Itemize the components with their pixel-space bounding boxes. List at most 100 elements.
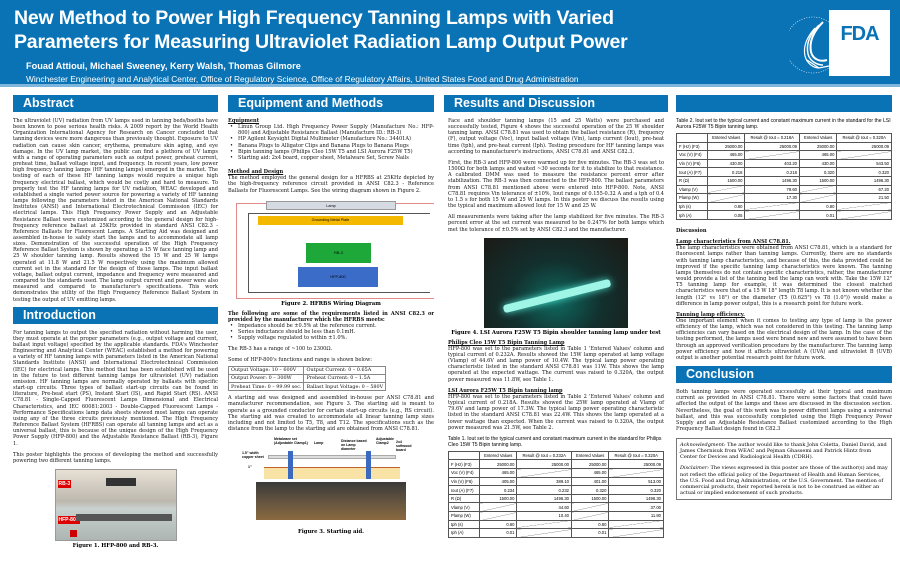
requirements-text: The following are some of the requiremen… — [227, 310, 434, 433]
power-switch — [69, 529, 77, 537]
equipment-item: HP Agilent Keysight Digital Multimeter (… — [230, 136, 434, 142]
cell: 0.218 — [744, 167, 800, 177]
equipment-item: Bipin tanning lamps (Philips Cleo 15W T5… — [230, 149, 434, 155]
requirement-item: Impedance should be ±0.5% at the referen… — [230, 323, 434, 329]
cell: 0.80 — [570, 519, 610, 530]
cell — [478, 511, 518, 521]
cell — [744, 210, 800, 220]
row-label: R (Ω) — [448, 493, 480, 504]
table-2-caption: Table 2. Iout set to the typical current… — [676, 118, 891, 130]
spec-cell: Output Voltage: 10 – 600V — [227, 365, 305, 375]
table-row: Vlamp (V) 44.60 37.00 — [448, 502, 664, 512]
row-label: Plamp (W) — [676, 193, 708, 203]
results-heading-continued — [676, 95, 892, 112]
header-cell: Entered Values — [478, 450, 518, 461]
affiliation: Winchester Engineering and Analytical Ce… — [26, 74, 579, 84]
results-text: Face and shoulder tanning lamps (15 and … — [444, 118, 668, 233]
cell: 430.00 — [798, 158, 838, 169]
discussion-title: Discussion — [676, 227, 707, 234]
equipment-subtitle: Equipment — [228, 118, 260, 124]
philips-subtitle: Philips Cleo 15W T5 Bipin Tanning Lamp — [448, 339, 565, 346]
results-heading: Results and Discussion — [444, 95, 668, 112]
cell: 17.30 — [744, 193, 800, 203]
table-2: Entered Values Result @ Iout = 0.218A Ente… — [676, 133, 892, 220]
table-row: Vin (V) (F6) 430.00 403.20 430.00 543.50 — [676, 158, 892, 169]
figure-3-starting-aid: Metalware set (Adjustable Clamp1) Lamp D… — [242, 437, 412, 527]
introduction-text: For tanning lamps to output the specifie… — [13, 330, 218, 464]
cell — [798, 184, 838, 195]
cell: 1500.00 — [798, 175, 838, 186]
efficiency-subtitle: Tanning lamp efficiency. — [676, 311, 745, 318]
results-paragraph-1: Face and shoulder tanning lamps (15 and … — [448, 118, 664, 155]
cell: 0.01 — [798, 210, 838, 220]
lsi-text: HFP-800 was set to the parameters listed… — [448, 393, 664, 431]
abstract-paragraph: The ultraviolet (UV) radiation from UV l… — [13, 118, 218, 303]
cell: 0.234 — [478, 485, 518, 495]
requirements-intro: The following are some of the requiremen… — [228, 310, 434, 323]
header-cell: Result @ Iout = 0.320A — [608, 450, 664, 461]
results-paragraph-3: All measurements were taking after the l… — [448, 214, 664, 233]
requirement-item: Supply voltage regulated to within ±1.0%… — [230, 335, 434, 341]
figure-2-caption: Figure 2. HFRBS Wiring Diagram — [281, 300, 381, 307]
lamp-drawing — [268, 455, 396, 460]
cell — [798, 193, 838, 203]
cell — [570, 511, 610, 521]
table-row: Iout (A) (F7) 0.218 0.218 0.320 0.320 — [676, 167, 892, 177]
row-label: Iout (A) (F7) — [676, 167, 708, 177]
hfp800-label: HFP-800 — [57, 515, 80, 524]
table-row: Voc (V) (F4) 465.00 465.00 — [448, 468, 664, 478]
spec-cell: Output Power: 0 – 300W — [227, 373, 305, 384]
cell: 1496.30 — [608, 493, 664, 504]
figure-4-photo — [484, 237, 628, 328]
requirement-item: Series inductance should be less than 0.… — [230, 329, 434, 335]
authors: Fouad Attioui, Michael Sweeney, Kerry Wa… — [26, 61, 301, 71]
row-label: Voc (V) (F4) — [676, 150, 708, 160]
grounding-plate-block: Grounding Metal Plate — [258, 215, 403, 225]
disclaimer-text: The views expressed in this poster are t… — [680, 465, 888, 496]
row-label: Vin (V) (F6) — [676, 158, 708, 169]
label-clamp2: Adjustable Clamp2 — [376, 437, 394, 446]
figure-2-wiring-diagram: Lamp Grounding Metal Plate RB-3 HFP-800 — [228, 199, 434, 299]
intro-paragraph-1: For tanning lamps to output the specifie… — [13, 329, 218, 447]
cell: 513.00 — [608, 476, 664, 487]
cell: 389.10 — [516, 476, 572, 487]
column-3: Results and Discussion Face and shoulder… — [444, 95, 668, 538]
cell: 465.00 — [570, 468, 610, 478]
disclaimer-label: Disclaimer: — [680, 465, 709, 472]
header-cell — [676, 133, 708, 143]
table-1-block: Table 1. Iout set to the typical current… — [444, 436, 668, 538]
row-label: tph (s) — [448, 519, 480, 530]
glowing-lamp — [502, 278, 612, 313]
cell: 0.320 — [836, 167, 892, 177]
cell: 0.01 — [478, 528, 518, 538]
cell: 0.320 — [798, 167, 838, 177]
clamp1-drawing — [288, 451, 293, 480]
title-line-2: Parameters for Measuring Ultraviolet Rad… — [14, 31, 628, 53]
cell: 0.80 — [798, 201, 838, 212]
cell: 0.01 — [570, 528, 610, 538]
cell: 67.20 — [836, 184, 892, 195]
cell: 1500.00 — [570, 493, 610, 504]
header-cell: Entered Values — [706, 133, 746, 143]
lamp-results-text: Philips Cleo 15W T5 Bipin Tanning Lamp H… — [444, 340, 668, 431]
cell — [706, 193, 746, 203]
conclusion-paragraph: Both tanning lamps were operated success… — [676, 389, 892, 432]
cell — [478, 502, 518, 512]
hfp800-display — [75, 513, 172, 521]
table-row: Plamp (W) 10.40 11.80 — [448, 511, 664, 521]
figure-1-photo: RB-3 HFP-800 — [54, 468, 177, 541]
rb3-range: The RB-3 has a range of ~100 to 2300Ω. — [228, 345, 333, 352]
ack-text: The author would like to thank John Cole… — [680, 442, 887, 461]
column-2: Equipment and Methods Equipment Linun Gr… — [227, 95, 434, 539]
fda-logo-text: FDA — [840, 23, 879, 45]
cell: 401.00 — [570, 476, 610, 487]
cell — [744, 201, 800, 212]
poster-title: New Method to Power High Frequency Tanni… — [14, 6, 628, 54]
lsi-subtitle: LSI Aurora F25W T5 Bipin tanning lamp — [448, 387, 563, 394]
row-label: Plamp (W) — [448, 511, 480, 521]
row-label: Iph (A) — [448, 528, 480, 538]
hfp800-block: HFP-800 — [298, 266, 378, 287]
table-row: Iph (A) 0.05 0.01 — [676, 210, 892, 220]
hfp800-spec-table: Output Voltage: 10 – 600V Output Current:… — [227, 365, 387, 392]
cell: 0.232 — [516, 485, 572, 495]
